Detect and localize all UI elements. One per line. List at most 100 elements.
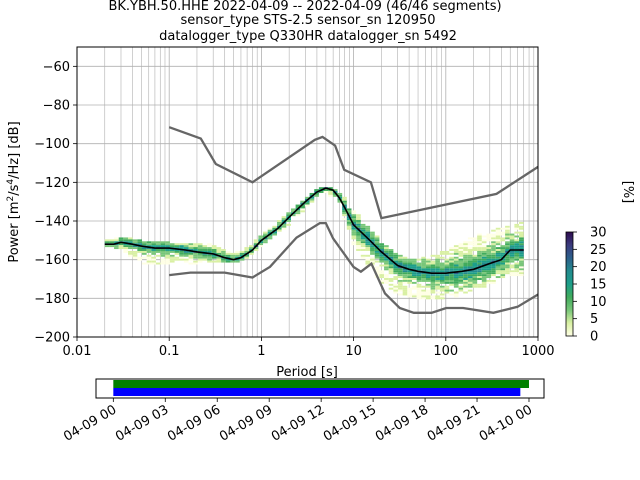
psd-cell	[481, 274, 487, 277]
y-axis: −200 −180 −160 −140 −120 −100 −80 −60	[34, 60, 77, 346]
psd-cell	[421, 274, 426, 277]
psd-cell	[379, 258, 385, 261]
psd-cell	[425, 264, 431, 267]
colorbar-tick-label: 20	[590, 260, 607, 275]
psd-cell	[193, 254, 198, 257]
psd-cell	[109, 245, 115, 248]
psd-cell	[402, 258, 408, 261]
psd-cell	[314, 194, 319, 197]
psd-cell	[351, 231, 357, 234]
y-axis-label-sup1: 2	[6, 196, 16, 202]
psd-cell	[467, 243, 473, 246]
psd-cell	[356, 239, 361, 242]
psd-cell	[407, 264, 412, 267]
psd-cell	[514, 252, 520, 255]
psd-cell	[118, 239, 124, 242]
psd-cell	[463, 266, 468, 269]
psd-cell	[239, 252, 245, 255]
psd-cell	[346, 218, 352, 221]
psd-cell	[472, 239, 478, 242]
psd-cell	[514, 235, 520, 238]
psd-cell	[416, 297, 422, 300]
psd-cell	[481, 239, 487, 242]
psd-cell	[146, 254, 152, 257]
psd-cell	[495, 256, 501, 259]
psd-cell	[286, 214, 291, 217]
psd-cell	[202, 254, 208, 257]
psd-cell	[519, 260, 524, 263]
psd-cell	[514, 266, 520, 269]
psd-cell	[472, 276, 478, 279]
psd-cell	[444, 274, 450, 277]
psd-cell	[193, 260, 198, 263]
psd-cell	[449, 247, 454, 250]
psd-cell	[407, 295, 412, 298]
psd-cell	[356, 233, 361, 236]
psd-cell	[505, 260, 510, 263]
psd-cell	[351, 218, 357, 221]
psd-cell	[258, 245, 264, 248]
psd-cell	[179, 243, 184, 246]
psd-cell	[430, 297, 436, 300]
psd-cell	[197, 249, 203, 251]
psd-cell	[477, 235, 482, 238]
psd-cell	[374, 237, 380, 240]
psd-cell	[491, 245, 496, 248]
psd-cell	[114, 239, 119, 242]
psd-cell	[458, 254, 464, 257]
psd-cell	[481, 281, 487, 284]
psd-cell	[463, 278, 468, 280]
colorbar-tick-label: 5	[590, 312, 598, 327]
psd-cell	[491, 243, 496, 246]
psd-cell	[519, 274, 524, 277]
psd-cell	[467, 260, 473, 263]
psd-cell	[477, 262, 482, 265]
psd-cell	[337, 194, 343, 197]
psd-cell	[411, 260, 417, 263]
psd-cell	[253, 247, 259, 250]
psd-cell	[379, 264, 385, 267]
psd-cell	[472, 245, 478, 248]
psd-cell	[393, 254, 399, 257]
psd-cell	[486, 274, 492, 277]
title-line-1: BK.YBH.50.HHE 2022-04-09 -- 2022-04-09 (…	[108, 0, 501, 14]
psd-cell	[337, 200, 343, 203]
psd-cell	[472, 270, 478, 273]
psd-cell	[155, 245, 161, 248]
psd-cell	[458, 276, 464, 279]
psd-cell	[384, 268, 389, 271]
colorbar-ticks: 0 5 10 15 20 25 30	[573, 226, 607, 345]
psd-cell	[314, 189, 319, 192]
psd-cell	[295, 206, 301, 209]
psd-cell	[393, 270, 399, 273]
plot-area	[77, 47, 538, 337]
psd-cell	[360, 231, 366, 234]
psd-cell	[481, 283, 487, 286]
psd-cell	[477, 274, 482, 277]
psd-cell	[281, 218, 287, 221]
psd-cell	[356, 237, 361, 240]
psd-cell	[500, 274, 506, 277]
psd-cell	[481, 256, 487, 259]
psd-cell	[304, 204, 310, 207]
psd-cell	[463, 287, 468, 290]
noise-models	[168, 126, 539, 314]
psd-cell	[276, 229, 282, 232]
psd-cell	[472, 256, 478, 259]
y-tick-label: −100	[34, 137, 70, 152]
psd-cell	[416, 258, 422, 261]
psd-cell	[407, 260, 412, 263]
psd-cell	[379, 245, 385, 248]
timeline-tick-label: 04-10 00	[477, 402, 535, 444]
psd-cell	[379, 274, 385, 277]
psd-cell	[128, 245, 133, 248]
psd-cell	[519, 264, 524, 267]
psd-cell	[188, 245, 194, 248]
psd-cell	[379, 254, 385, 257]
psd-cell	[430, 289, 436, 292]
psd-cell	[444, 278, 450, 280]
psd-cell	[351, 229, 357, 232]
psd-cell	[505, 262, 510, 265]
